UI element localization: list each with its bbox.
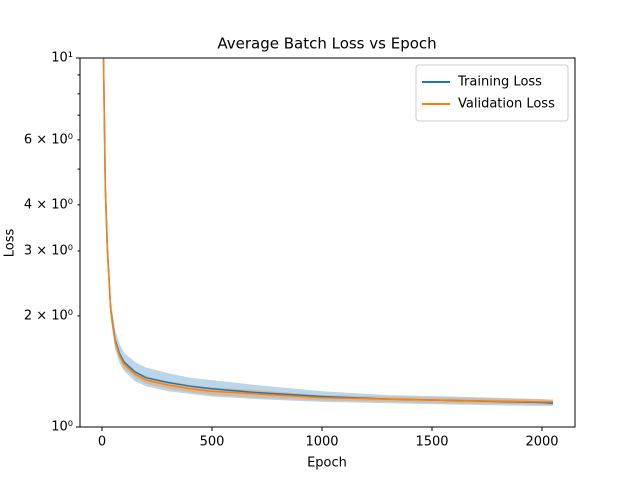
x-tick-label: 500: [200, 435, 225, 450]
y-tick-label: 2 × 10⁰: [24, 308, 73, 323]
axes-frame: [79, 57, 576, 428]
chart-title: Average Batch Loss vs Epoch: [217, 35, 436, 53]
legend-label: Training Loss: [457, 75, 542, 90]
plot-area: [102, 58, 554, 407]
y-tick-label: 6 × 10⁰: [24, 132, 73, 147]
legend-box: [415, 64, 569, 122]
x-axis-label: Epoch: [307, 456, 347, 471]
y-tick-label: 10¹: [51, 51, 73, 66]
x-tick-label: 1000: [305, 435, 338, 450]
y-tick-label: 10⁰: [51, 420, 73, 435]
line: [102, 58, 553, 403]
error-band: [103, 58, 553, 407]
x-tick-label: 2000: [525, 435, 558, 450]
legend-label: Validation Loss: [458, 97, 555, 112]
y-tick-label: 4 × 10⁰: [24, 197, 73, 212]
x-tick-label: 0: [98, 435, 106, 450]
y-axis-label: Loss: [3, 229, 18, 258]
y-tick-label: 3 × 10⁰: [24, 243, 73, 258]
x-tick-label: 1500: [415, 435, 448, 450]
